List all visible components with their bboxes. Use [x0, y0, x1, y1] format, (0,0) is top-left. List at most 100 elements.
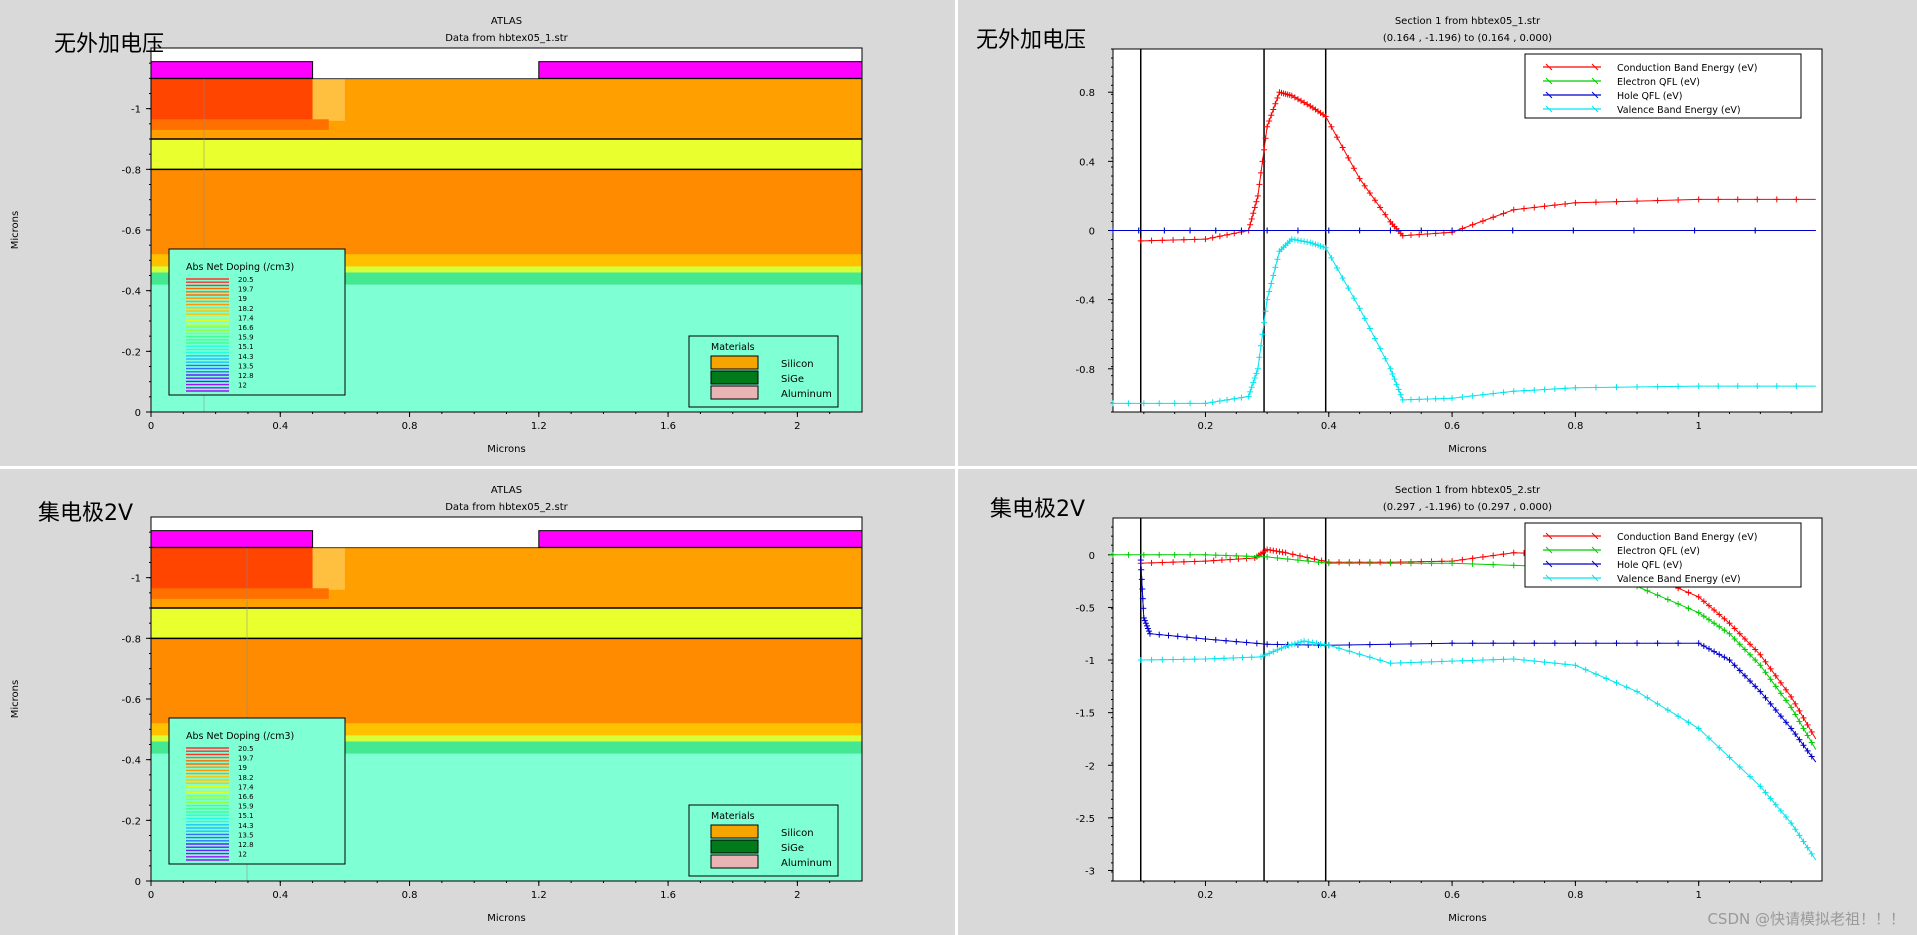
materials-legend-title: Materials: [711, 342, 755, 353]
y-tick-label: -0.8: [121, 165, 141, 176]
material-label-aluminum: Aluminum: [781, 858, 832, 869]
doping-legend-level: 16.6: [238, 793, 254, 801]
y-tick-label: -0.2: [121, 347, 141, 358]
doping-legend-level: 20.5: [238, 276, 254, 284]
doping-legend-level: 18.2: [238, 305, 254, 313]
x-axis-label: Microns: [1448, 913, 1486, 924]
doping-legend-level: 12: [238, 851, 247, 859]
structure-plot-panel-collector-2v: ATLAS Data from hbtex05_2.str 0 0.4 0.8 1.2 1.…: [0, 469, 955, 935]
chart-subtitle: (0.164 , -1.196) to (0.164 , 0.000): [1383, 33, 1552, 44]
legend-marker: [1591, 105, 1599, 113]
legend-marker: [1545, 105, 1553, 113]
doping-legend-level: 12.8: [238, 372, 254, 380]
panel-overlay-label: 无外加电压: [976, 28, 1087, 53]
x-tick-label: 1: [1696, 421, 1702, 432]
x-tick-label: 0.6: [1444, 421, 1460, 432]
y-tick-label: -1: [131, 574, 141, 585]
material-label-sige: SiGe: [781, 843, 804, 854]
legend-marker: [1591, 77, 1599, 85]
x-tick-label: 1.6: [660, 421, 676, 432]
doping-legend-level: 14.3: [238, 822, 254, 830]
legend-marker: [1545, 560, 1553, 568]
doping-legend-level: 13.5: [238, 831, 254, 839]
band-plot-panel-unbiased: Section 1 from hbtex05_1.str (0.164 , -1.…: [958, 0, 1917, 466]
legend-marker: [1591, 560, 1599, 568]
doping-legend-level: 12.8: [238, 841, 254, 849]
emitter-tail: [151, 119, 329, 130]
legend-label: Hole QFL (eV): [1617, 91, 1682, 102]
y-tick-label: -0.6: [121, 226, 141, 237]
chart-title: Section 1 from hbtex05_2.str: [1395, 485, 1541, 496]
band-plot-unbiased: Section 1 from hbtex05_1.str (0.164 , -1.…: [1075, 16, 1823, 455]
legend-label: Valence Band Energy (eV): [1617, 105, 1741, 116]
y-tick-label: 0: [1089, 551, 1095, 562]
x-tick-label: 1.2: [531, 421, 547, 432]
x-tick-label: 0.8: [402, 421, 418, 432]
panel-overlay-label: 集电极2V: [38, 501, 134, 526]
legend-box: [1524, 53, 1802, 119]
y-tick-label: -1: [1085, 656, 1095, 667]
y-tick-label: 0.4: [1079, 157, 1095, 168]
doping-legend-level: 13.5: [238, 362, 254, 370]
chart-title: ATLAS: [491, 485, 522, 496]
x-tick-label: 0.4: [1321, 890, 1337, 901]
y-tick-label: -2: [1085, 761, 1095, 772]
doping-legend-level: 20.5: [238, 745, 254, 753]
legend-marker: [1591, 91, 1599, 99]
y-tick-label: -2.5: [1075, 814, 1095, 825]
y-tick-label: -1.5: [1075, 709, 1095, 720]
doping-legend-level: 19: [238, 764, 247, 772]
doping-legend-level: 15.9: [238, 803, 254, 811]
doping-legend-level: 15.1: [238, 812, 254, 820]
collector-gradient-2: [151, 266, 862, 276]
doping-legend-level: 17.4: [238, 314, 254, 322]
legend-marker: [1591, 532, 1599, 540]
chart-title: ATLAS: [491, 16, 522, 27]
legend-label: Conduction Band Energy (eV): [1617, 63, 1757, 74]
y-axis-label: Microns: [10, 211, 21, 249]
legend-label: Hole QFL (eV): [1617, 560, 1682, 571]
legend-label: Electron QFL (eV): [1617, 546, 1700, 557]
structure-plot-collector-2v: ATLAS Data from hbtex05_2.str 0 0.4 0.8 1.2 1.…: [10, 485, 863, 924]
doping-legend-level: 15.9: [238, 334, 254, 342]
y-tick-label: 0: [135, 877, 141, 888]
x-tick-label: 0.4: [272, 421, 288, 432]
y-tick-label: -0.2: [121, 816, 141, 827]
x-tick-label: 0.8: [1567, 421, 1583, 432]
emitter-edge: [312, 547, 345, 590]
legend-label: Electron QFL (eV): [1617, 77, 1700, 88]
doping-legend-level: 19: [238, 295, 247, 303]
panel-overlay-label: 集电极2V: [990, 497, 1086, 522]
y-tick-label: -0.4: [121, 287, 141, 298]
x-tick-label: 2: [794, 890, 800, 901]
y-tick-label: -0.4: [1075, 296, 1095, 307]
legend-marker: [1545, 63, 1553, 71]
legend-marker: [1545, 91, 1553, 99]
doping-legend-level: 18.2: [238, 774, 254, 782]
y-tick-label: 0: [135, 408, 141, 419]
legend-marker: [1591, 63, 1599, 71]
emitter-contact: [150, 530, 314, 548]
horizontal-separator: [0, 466, 1917, 469]
x-tick-label: 0: [148, 890, 154, 901]
x-tick-label: 1.2: [531, 890, 547, 901]
x-axis-label: Microns: [1448, 444, 1486, 455]
x-tick-label: 0: [148, 421, 154, 432]
doping-legend-box: [168, 248, 346, 396]
emitter-tail: [151, 588, 329, 599]
x-axis-label: Microns: [487, 913, 525, 924]
chart-subtitle: (0.297 , -1.196) to (0.297 , 0.000): [1383, 502, 1552, 513]
x-tick-label: 0.2: [1198, 890, 1214, 901]
chart-subtitle: Data from hbtex05_1.str: [445, 33, 568, 44]
emitter-edge: [312, 78, 345, 121]
collector-gradient-2: [151, 735, 862, 745]
y-tick-label: -0.5: [1075, 603, 1095, 614]
legend-marker: [1591, 574, 1599, 582]
material-label-silicon: Silicon: [781, 828, 814, 839]
doping-legend-level: 19.7: [238, 755, 254, 763]
x-tick-label: 0.2: [1198, 421, 1214, 432]
legend-label: Valence Band Energy (eV): [1617, 574, 1741, 585]
y-tick-label: -0.8: [121, 634, 141, 645]
structure-plot-panel-unbiased: ATLAS Data from hbtex05_1.str 0 0.4 0.8 1.2 1.…: [0, 0, 955, 466]
doping-legend-level: 19.7: [238, 286, 254, 294]
